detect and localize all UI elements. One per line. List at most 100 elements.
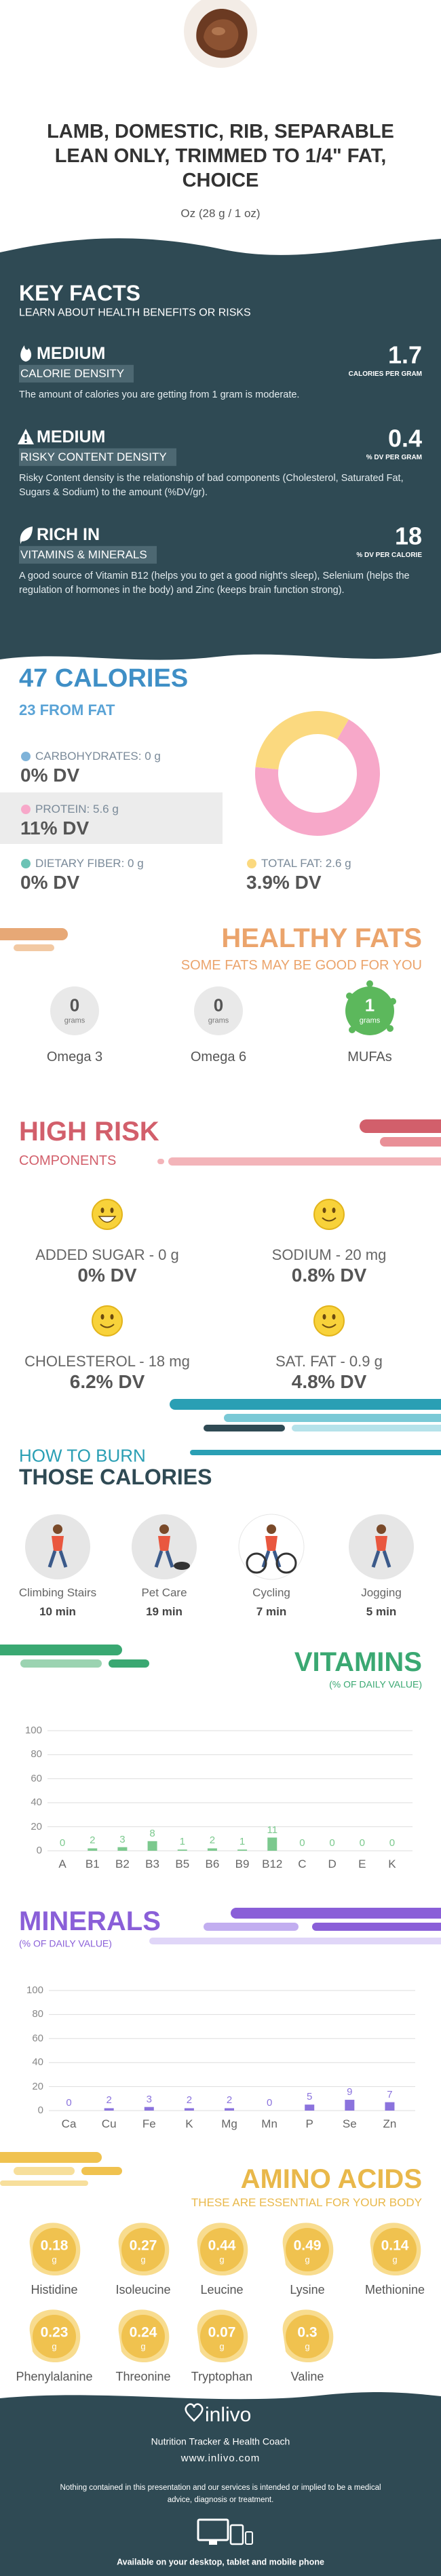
x-tick-label: E	[358, 1857, 366, 1870]
fat-amount: 0	[213, 995, 224, 1016]
y-tick-label: 20	[31, 1820, 42, 1832]
decor-bar	[231, 1908, 441, 1919]
value-label: 0	[59, 1837, 66, 1849]
risk-dv: 0.8% DV	[291, 1265, 367, 1286]
value-label: 3	[119, 1833, 126, 1845]
emoji-eye	[322, 1208, 326, 1213]
activity-time: 10 min	[39, 1604, 76, 1618]
section-subtitle: 23 FROM FAT	[19, 701, 115, 718]
fact-text: A good source of Vitamin B12 (helps you …	[19, 571, 410, 596]
decor-bar	[204, 1923, 299, 1931]
activity-time: 5 min	[366, 1604, 397, 1618]
decor-bar	[0, 2152, 102, 2163]
bar	[225, 2108, 234, 2111]
figure-body	[265, 1536, 277, 1551]
risk-label: SODIUM - 20 mg	[271, 1246, 387, 1263]
amino-circle	[33, 2315, 76, 2358]
x-tick-label: A	[58, 1857, 66, 1870]
nutrient-dv: 0% DV	[20, 765, 80, 786]
risk-dv: 4.8% DV	[291, 1371, 367, 1393]
amino-circle	[373, 2228, 417, 2271]
decor-bar	[157, 1159, 164, 1164]
decor-bar	[312, 1923, 441, 1931]
amino-unit: g	[305, 2254, 310, 2265]
section-subtitle: (% OF DAILY VALUE)	[19, 1938, 112, 1949]
fat-circle	[194, 986, 243, 1035]
amino-unit: g	[52, 2254, 57, 2265]
y-tick-label: 80	[32, 2008, 43, 2020]
value-label: 2	[209, 1834, 216, 1847]
value-label: 2	[226, 2094, 233, 2107]
y-tick-label: 80	[31, 1748, 42, 1761]
nutrient-dv: 3.9% DV	[246, 872, 322, 893]
amino-circle	[200, 2315, 244, 2358]
amino-circle	[121, 2315, 165, 2358]
emoji-face	[313, 1199, 345, 1230]
risk-dv: 0% DV	[77, 1265, 137, 1286]
section-title: MINERALS	[19, 1906, 161, 1936]
amino-unit: g	[305, 2341, 310, 2352]
value-label: 1	[179, 1836, 185, 1848]
value-label: 0	[66, 2097, 72, 2109]
fat-name: Omega 6	[190, 1050, 247, 1064]
bar	[267, 1837, 277, 1851]
amino-amount: 0.3	[297, 2324, 318, 2341]
x-tick-label: B9	[235, 1857, 250, 1870]
amino-name: Valine	[290, 2370, 324, 2384]
value-label: 0	[389, 1837, 396, 1849]
y-tick-label: 0	[37, 2104, 43, 2116]
platforms-note: Available on your desktop, tablet and mo…	[117, 2557, 324, 2567]
y-tick-label: 0	[36, 1845, 42, 1856]
emoji-mouth	[100, 1324, 115, 1328]
fat-circle	[345, 986, 394, 1035]
figure-head	[377, 1524, 386, 1534]
emoji-eye	[110, 1314, 114, 1320]
x-tick-label: Cu	[101, 2117, 117, 2130]
amino-amount: 0.23	[40, 2324, 69, 2341]
decor-bar	[20, 1659, 102, 1668]
leaf-icon	[20, 526, 33, 544]
legend-dot	[21, 805, 31, 814]
section-subtitle: SOME FATS MAY BE GOOD FOR YOU	[180, 958, 422, 973]
x-tick-label: C	[298, 1857, 307, 1870]
fact-value: 18	[394, 522, 422, 550]
risk-label: SAT. FAT - 0.9 g	[275, 1352, 383, 1370]
figure-body	[375, 1536, 387, 1551]
amino-unit: g	[392, 2254, 398, 2265]
y-tick-label: 60	[32, 2032, 43, 2044]
decor-bar	[14, 944, 54, 951]
decor-bar	[109, 1659, 149, 1668]
brand-name: inlivo	[205, 2404, 252, 2426]
x-tick-label: Mg	[221, 2117, 237, 2130]
fat-amount: 0	[69, 995, 80, 1016]
nutrient-dv: 11% DV	[20, 818, 90, 839]
bar	[385, 2102, 395, 2111]
emoji-eye	[332, 1208, 336, 1213]
figure-head	[159, 1524, 169, 1534]
amino-name: Leucine	[200, 2283, 244, 2297]
fat-unit: grams	[359, 1016, 381, 1025]
decor-bar	[14, 2167, 75, 2175]
activity-time: 19 min	[146, 1604, 183, 1618]
y-tick-label: 100	[26, 1984, 43, 1996]
x-tick-label: B5	[175, 1857, 190, 1870]
donut-segment	[255, 711, 349, 770]
amino-amount: 0.18	[40, 2237, 69, 2254]
food-photo-highlight	[212, 27, 225, 35]
y-tick-label: 40	[31, 1796, 42, 1809]
section-title: AMINO ACIDS	[240, 2164, 422, 2194]
x-tick-label: P	[305, 2117, 313, 2130]
x-tick-label: Ca	[61, 2117, 77, 2130]
y-tick-label: 100	[24, 1725, 42, 1736]
x-tick-label: B12	[262, 1857, 283, 1870]
emoji-face	[92, 1305, 123, 1337]
x-tick-label: D	[328, 1857, 337, 1870]
decor-bar	[81, 2167, 122, 2175]
value-label: 2	[106, 2094, 112, 2107]
value-label: 9	[347, 2086, 353, 2098]
x-tick-label: Se	[342, 2117, 357, 2130]
fact-unit: CALORIES PER GRAM	[348, 370, 422, 378]
decor-bar	[190, 1450, 441, 1455]
x-tick-label: B3	[145, 1857, 159, 1870]
